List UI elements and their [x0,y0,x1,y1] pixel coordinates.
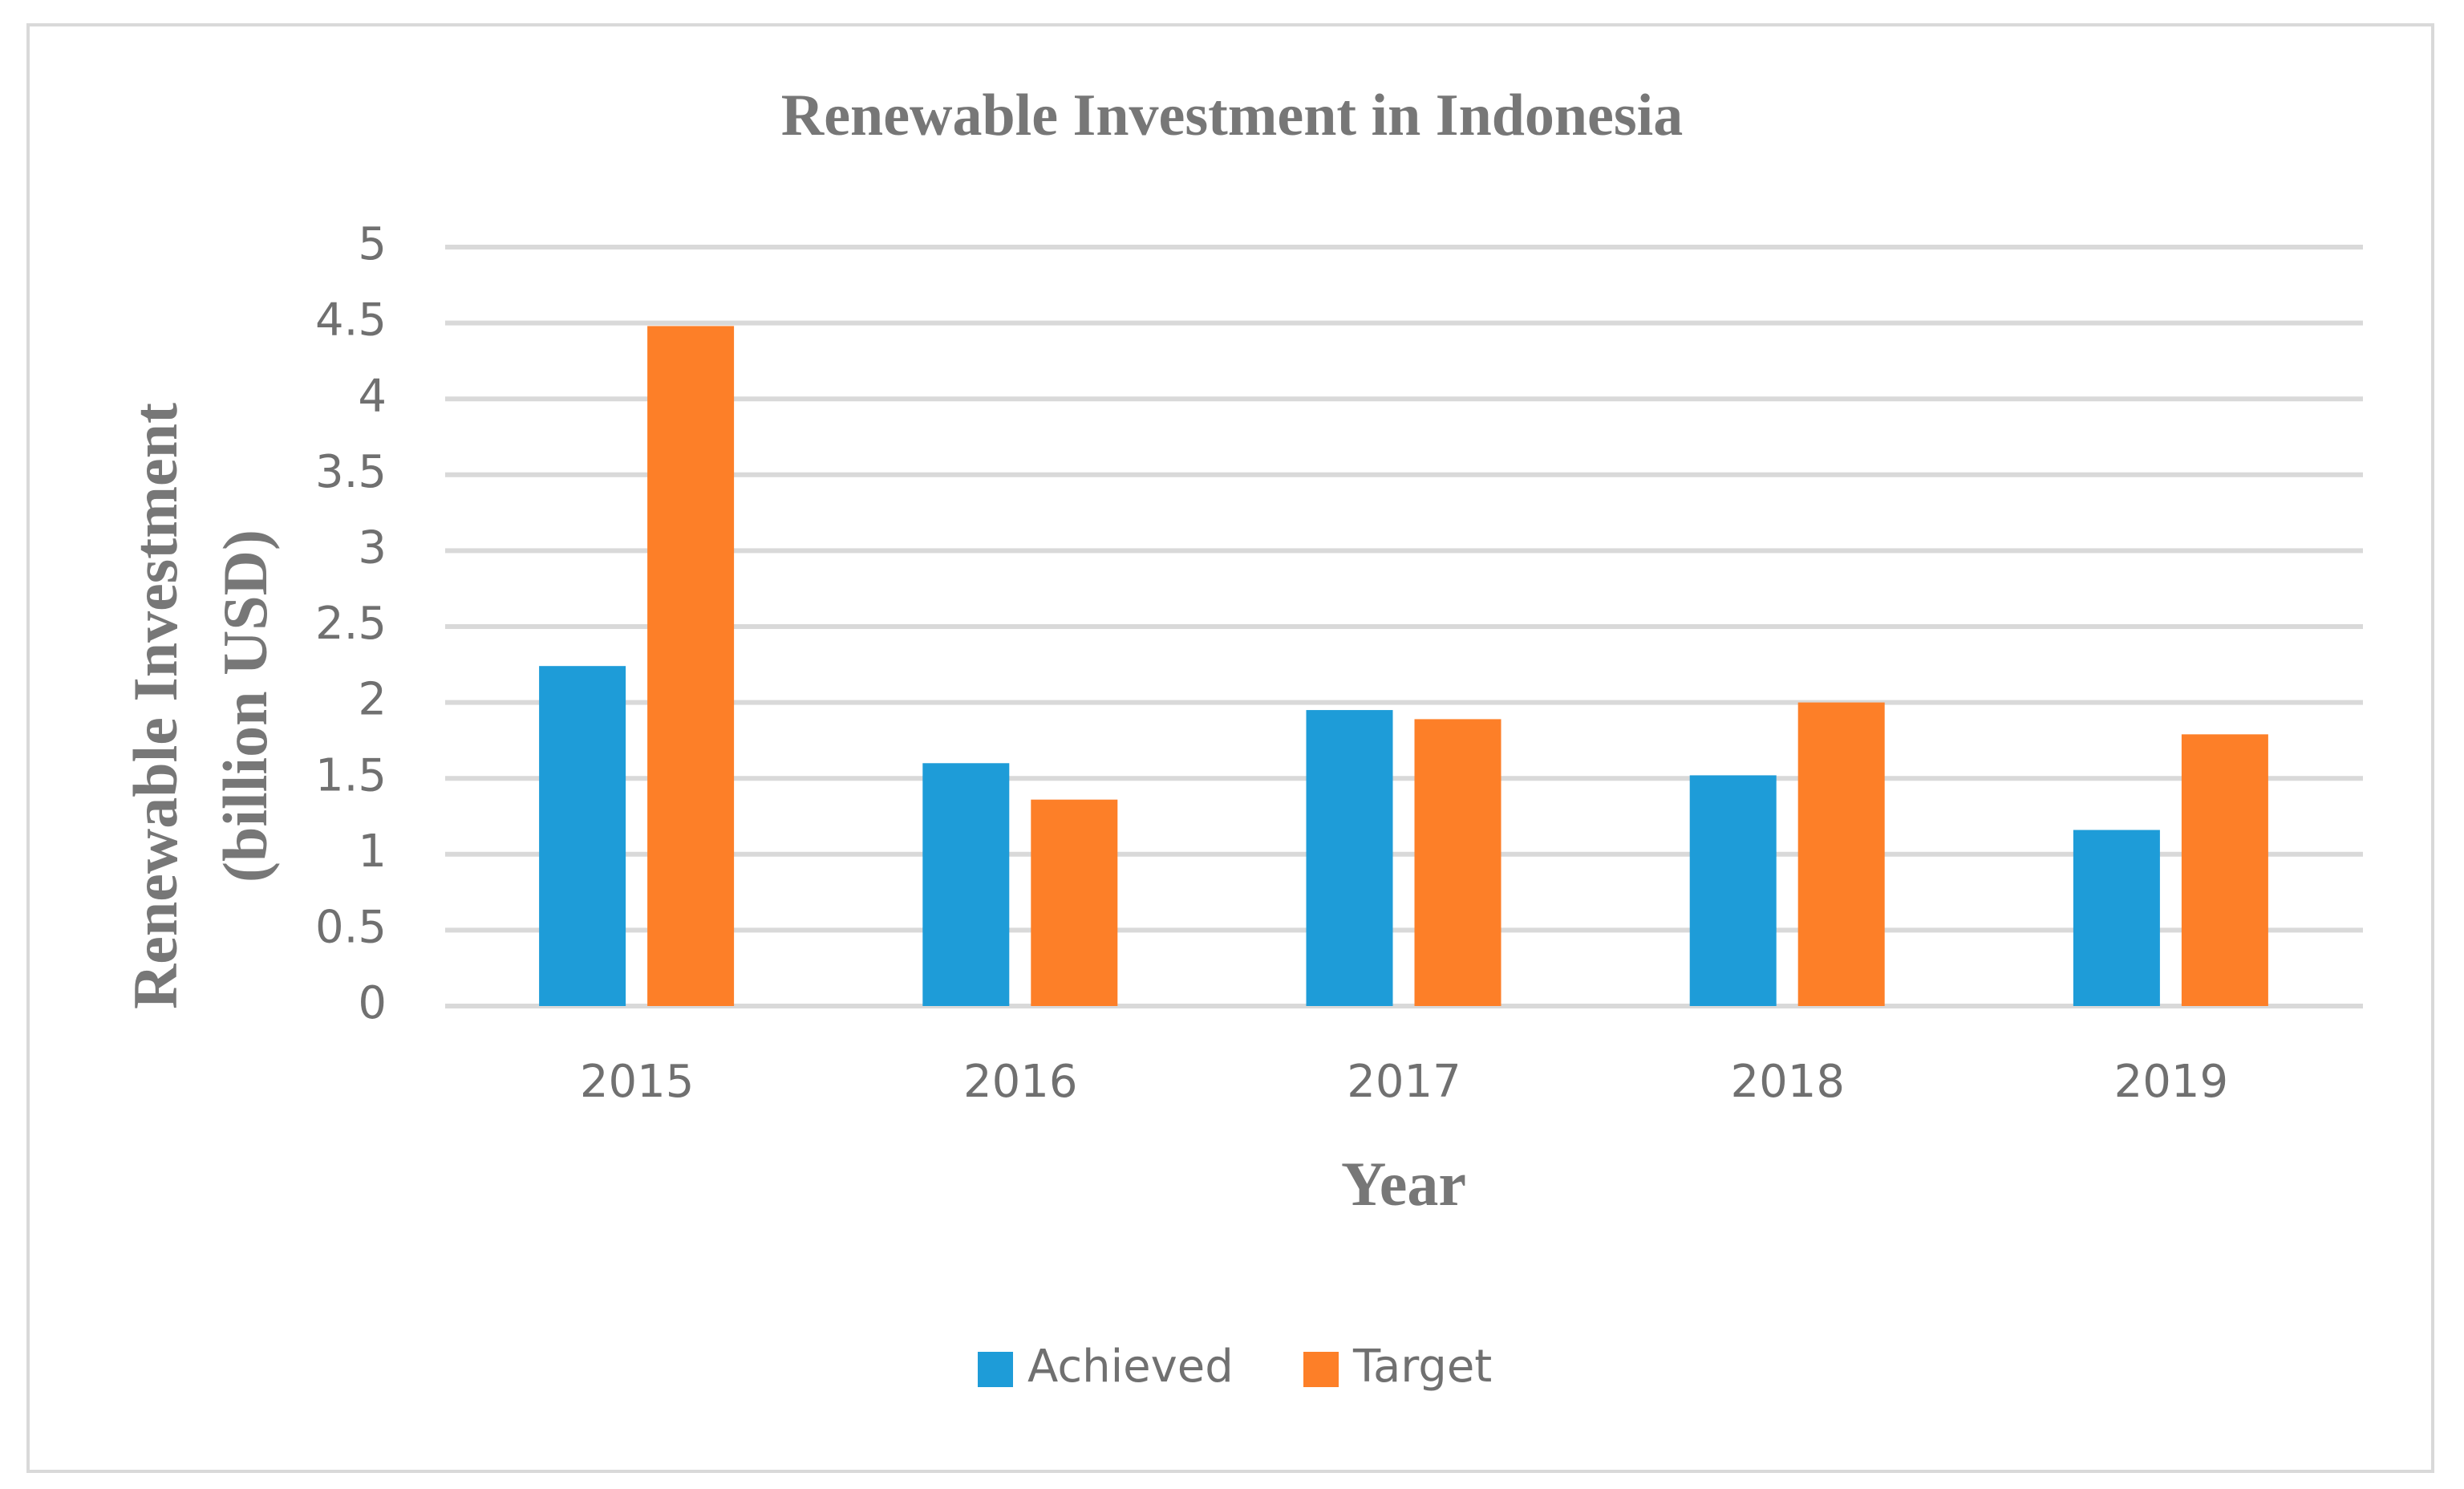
bar [647,326,735,1006]
chart-frame [26,23,2434,1473]
x-axis-label: Year [1341,1149,1466,1219]
legend-swatch [978,1352,1013,1387]
bar [2073,830,2160,1006]
bar [1797,702,1885,1006]
legend-label: Target [1352,1341,1492,1393]
bar [1414,719,1502,1006]
y-tick-label: 0 [358,977,387,1029]
x-tick-label: 2017 [1347,1056,1461,1108]
bar [922,763,1010,1006]
legend-label: Achieved [1027,1341,1234,1393]
y-tick-label: 1.5 [315,749,387,801]
y-tick-label: 3.5 [315,446,387,498]
y-tick-label: 3 [358,522,387,574]
bar [1689,775,1777,1006]
y-tick-label: 5 [358,218,387,270]
legend-swatch [1303,1352,1339,1387]
y-tick-label: 2 [358,674,387,726]
x-tick-label: 2019 [2114,1056,2229,1108]
y-tick-label: 4 [358,370,387,422]
bar [1031,799,1118,1006]
y-axis-label: Renewable Investment [120,403,190,1009]
y-tick-label: 2.5 [315,598,387,650]
y-tick-label: 0.5 [315,902,387,954]
x-tick-label: 2015 [580,1056,695,1108]
y-axis-label: (billion USD) [210,529,280,882]
x-tick-label: 2016 [963,1056,1078,1108]
bar [539,666,626,1006]
chart-title: Renewable Investment in Indonesia [781,83,1684,148]
bar [2181,734,2268,1006]
bar [1306,710,1393,1006]
x-tick-label: 2018 [1730,1056,1845,1108]
y-tick-label: 1 [358,826,387,878]
y-tick-label: 4.5 [315,294,387,347]
